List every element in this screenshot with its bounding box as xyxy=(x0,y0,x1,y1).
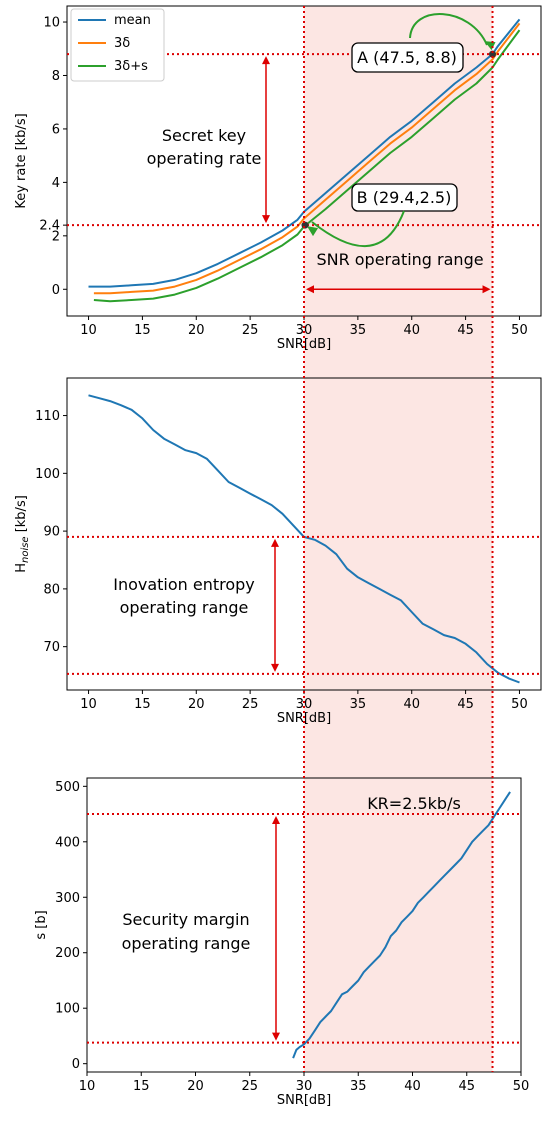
x-tick-label-50: 50 xyxy=(511,697,528,712)
entropy-yticks: 70 80 90 100 110 xyxy=(35,409,67,655)
x-tick-label-10: 10 xyxy=(79,1079,96,1094)
entropy-x-axis-label: SNR[dB] xyxy=(277,711,331,726)
y-tick-label-10: 10 xyxy=(43,16,60,31)
x-tick-label-20: 20 xyxy=(187,1079,204,1094)
y-tick-label-4: 4 xyxy=(52,176,60,191)
security-xticks: 10 15 20 25 30 35 40 45 50 xyxy=(79,1072,530,1094)
x-tick-label-25: 25 xyxy=(242,323,259,338)
snr-range-annotation: SNR operating range xyxy=(316,250,483,269)
x-tick-label-30: 30 xyxy=(296,323,313,338)
security-arrow-head-bottom xyxy=(272,1032,280,1041)
entropy-y-axis-label-units: [kb/s] xyxy=(14,495,29,536)
entropy-xticks: 10 15 20 25 30 35 40 45 50 xyxy=(80,690,528,712)
y-tick-label-0: 0 xyxy=(72,1057,80,1072)
y-tick-label-2: 2 xyxy=(52,229,60,244)
entropy-annotation-line2: operating range xyxy=(120,598,249,617)
entropy-y-axis-label: Hnoise [kb/s] xyxy=(14,495,31,573)
key-rate-legend: mean 3δ 3δ+s xyxy=(70,8,165,82)
y-tick-label-2.4: 2.4 xyxy=(39,219,60,234)
point-b-label: B (29.4,2.5) xyxy=(357,188,452,207)
key-rate-y-axis-label: Key rate [kb/s] xyxy=(14,113,29,208)
key-rate-yticks: 0 22.4 4 6 8 10 xyxy=(39,16,67,298)
y-tick-label-200: 200 xyxy=(55,946,80,961)
y-tick-label-100: 100 xyxy=(55,1002,80,1017)
x-tick-label-30: 30 xyxy=(296,1079,313,1094)
x-tick-label-25: 25 xyxy=(242,697,259,712)
legend-label-mean: mean xyxy=(114,13,151,28)
security-x-axis-label: SNR[dB] xyxy=(277,1093,331,1108)
y-tick-label-6: 6 xyxy=(52,122,60,137)
key-rate-arrow-head-top xyxy=(262,56,270,65)
x-tick-label-50: 50 xyxy=(513,1079,530,1094)
secret-key-annotation-line1: Secret key xyxy=(162,126,246,145)
y-tick-label-70: 70 xyxy=(43,640,60,655)
key-rate-x-axis-label: SNR[dB] xyxy=(277,337,331,352)
point-b-arrowhead xyxy=(307,226,318,237)
y-tick-label-500: 500 xyxy=(55,780,80,795)
y-tick-label-400: 400 xyxy=(55,835,80,850)
security-yticks: 0 100 200 300 400 500 xyxy=(55,780,87,1072)
entropy-y-axis-label-sub: noise xyxy=(20,536,31,563)
y-tick-label-90: 90 xyxy=(43,525,60,540)
x-tick-label-20: 20 xyxy=(188,697,205,712)
legend-box xyxy=(70,8,165,82)
y-tick-label-8: 8 xyxy=(52,69,60,84)
y-tick-label-300: 300 xyxy=(55,891,80,906)
x-tick-label-35: 35 xyxy=(350,323,367,338)
entropy-arrow-head-bottom xyxy=(271,663,279,672)
x-tick-label-40: 40 xyxy=(403,697,420,712)
series-line-3δ xyxy=(93,22,521,295)
kr-annotation: KR=2.5kb/s xyxy=(367,794,461,813)
y-tick-label-110: 110 xyxy=(35,409,60,424)
security-series xyxy=(292,791,511,1059)
point-b-green-arrow xyxy=(311,210,405,248)
point-a-arrowhead xyxy=(484,41,496,51)
x-tick-label-10: 10 xyxy=(80,697,97,712)
x-tick-label-15: 15 xyxy=(134,323,151,338)
x-tick-label-45: 45 xyxy=(457,323,474,338)
security-arrow-head-top xyxy=(272,816,280,825)
entropy-annotation-line1: Inovation entropy xyxy=(113,575,255,594)
y-tick-label-80: 80 xyxy=(43,582,60,597)
y-tick-label-100: 100 xyxy=(35,467,60,482)
y-tick-label-0: 0 xyxy=(52,283,60,298)
legend-label-3delta: 3δ xyxy=(114,36,130,51)
key-rate-arrow-head-bottom xyxy=(262,215,270,224)
x-tick-label-25: 25 xyxy=(241,1079,258,1094)
x-tick-label-10: 10 xyxy=(80,323,97,338)
operating-range-shade xyxy=(304,6,493,1072)
point-a-label: A (47.5, 8.8) xyxy=(357,48,457,67)
x-tick-label-45: 45 xyxy=(458,1079,475,1094)
entropy-y-axis-label-main: H xyxy=(14,563,29,573)
x-tick-label-50: 50 xyxy=(511,323,528,338)
x-tick-label-35: 35 xyxy=(350,697,367,712)
x-tick-label-15: 15 xyxy=(133,1079,150,1094)
snr-range-arrow-head-left xyxy=(306,285,314,294)
series-line-panel3 xyxy=(292,791,511,1059)
point-a-label-box xyxy=(351,42,464,73)
security-margin-panel: 10 15 20 25 30 35 40 45 50 0 100 200 300 400 500 SNR[… xyxy=(34,777,530,1108)
security-annotation-line1: Security margin xyxy=(122,910,249,929)
entropy-arrow-head-top xyxy=(271,538,279,547)
x-tick-label-20: 20 xyxy=(188,323,205,338)
legend-label-3delta-s: 3δ+s xyxy=(114,59,148,74)
x-tick-label-40: 40 xyxy=(404,1079,421,1094)
x-tick-label-40: 40 xyxy=(403,323,420,338)
x-tick-label-35: 35 xyxy=(350,1079,367,1094)
security-y-axis-label: s [b] xyxy=(34,910,49,939)
snr-range-arrow-head-right xyxy=(482,285,491,294)
x-tick-label-45: 45 xyxy=(457,697,474,712)
point-b-label-box xyxy=(351,183,458,212)
point-a-green-arrow xyxy=(409,13,488,46)
x-tick-label-15: 15 xyxy=(134,697,151,712)
key-rate-xticks: 10 15 20 25 30 35 40 45 50 xyxy=(80,316,528,338)
point-a-marker xyxy=(489,50,497,58)
x-tick-label-30: 30 xyxy=(296,697,313,712)
security-annotation-line2: operating range xyxy=(122,934,251,953)
secret-key-annotation-line2: operating rate xyxy=(147,149,262,168)
